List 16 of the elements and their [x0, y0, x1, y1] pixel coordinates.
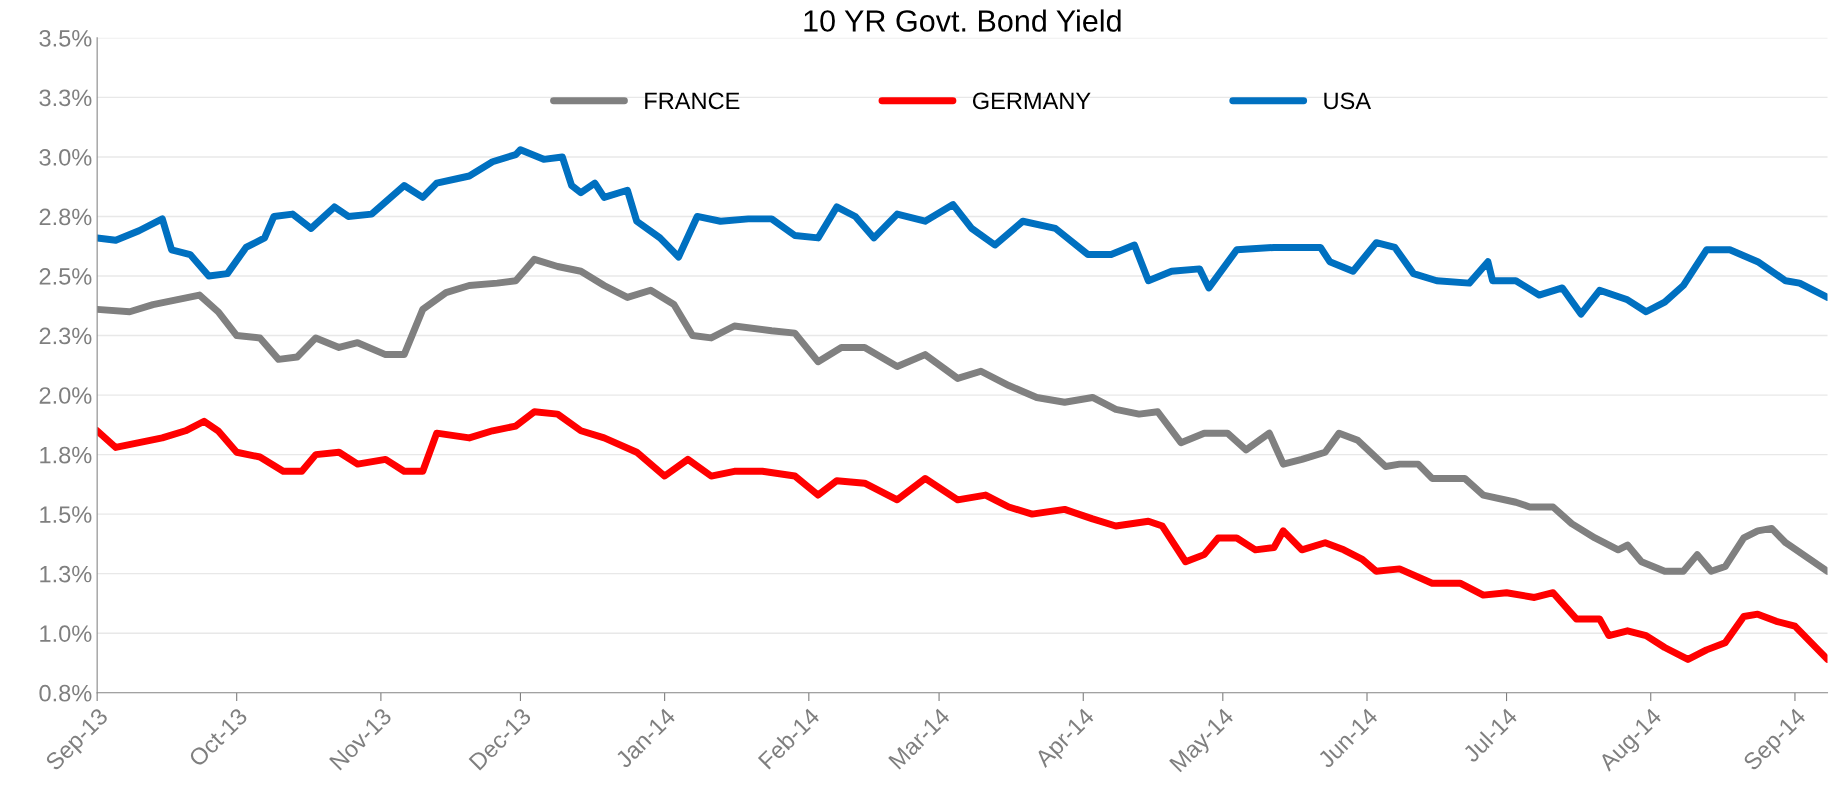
y-tick-label: 2.3% [39, 327, 92, 345]
y-tick-label: 0.8% [39, 684, 92, 702]
y-tick-label: 1.3% [40, 565, 92, 583]
legend-label: USA [1324, 92, 1372, 110]
y-tick-label: 1.5% [40, 506, 92, 523]
y-tick-label: 1.8% [40, 446, 92, 464]
y-tick-label: 3.3% [39, 89, 92, 107]
y-tick-label: 3.0% [39, 149, 92, 166]
y-tick-label: 2.8% [39, 208, 92, 226]
y-tick-label: 1.0% [40, 625, 92, 642]
legend-label: GERMANY [972, 92, 1091, 110]
y-tick-label: 3.5% [39, 29, 92, 47]
legend-label: FRANCE [645, 92, 740, 110]
y-tick-label: 2.5% [39, 268, 92, 285]
chart-title: 10 YR Govt. Bond Yield [804, 9, 1121, 32]
y-tick-label: 2.0% [39, 387, 92, 404]
